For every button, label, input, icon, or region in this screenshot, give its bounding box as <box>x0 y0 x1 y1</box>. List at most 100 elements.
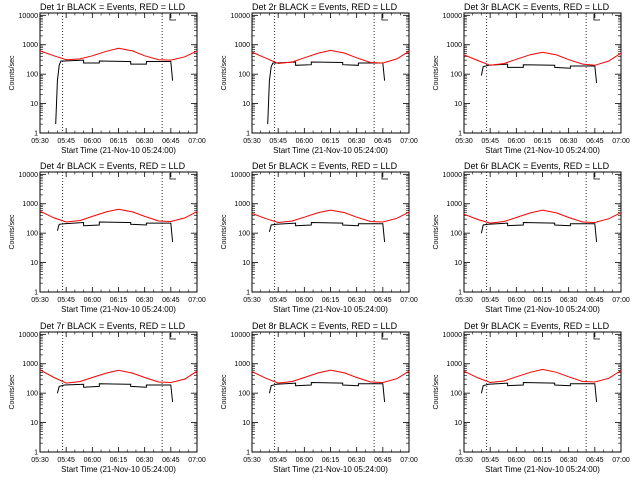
y-tick-label: 1 <box>246 290 250 297</box>
x-tick-label: 05:30 <box>31 138 49 145</box>
panel-title: Det 8r BLACK = Events, RED = LLD <box>252 321 398 331</box>
y-tick-label: 1 <box>34 131 38 138</box>
y-tick-label: 1000 <box>234 361 250 368</box>
x-tick-label: 07:00 <box>188 297 206 304</box>
events-series-line <box>56 221 174 243</box>
y-tick-label: 10000 <box>231 13 251 20</box>
x-tick-label: 06:30 <box>560 297 578 304</box>
x-tick-label: 06:00 <box>296 138 314 145</box>
y-tick-label: 100 <box>238 391 250 398</box>
y-tick-label: 10000 <box>443 13 463 20</box>
lld-series-line <box>463 368 622 384</box>
y-axis-label: Counts/sec <box>221 214 228 250</box>
y-tick-label: 10 <box>242 420 250 427</box>
x-axis-label: Start Time (21-Nov-10 05:24:00) <box>485 146 600 155</box>
y-axis-label: Counts/sec <box>221 55 228 91</box>
y-tick-label: 100 <box>238 231 250 238</box>
y-tick-label: 10000 <box>19 172 39 179</box>
x-tick-label: 06:30 <box>560 138 578 145</box>
y-tick-label: 100 <box>238 72 250 79</box>
x-tick-label: 05:45 <box>481 297 499 304</box>
lld-series-line <box>39 208 198 223</box>
y-tick-label: 1000 <box>234 201 250 208</box>
x-tick-label: 06:45 <box>162 297 180 304</box>
panel-4: Det 4r BLACK = Events, RED = LLD 05:30 05:… <box>9 161 206 314</box>
panel-9: Det 9r BLACK = Events, RED = LLD 05:30 05:… <box>433 321 630 474</box>
x-tick-label: 07:00 <box>400 297 418 304</box>
y-tick-label: 10 <box>30 260 38 267</box>
lld-series-line <box>463 209 622 224</box>
x-tick-label: 05:45 <box>481 457 499 464</box>
y-tick-label: 1000 <box>446 42 462 49</box>
x-tick-label: 05:45 <box>269 457 287 464</box>
x-tick-label: 06:15 <box>534 297 552 304</box>
y-tick-label: 10000 <box>19 332 39 339</box>
y-tick-label: 1000 <box>22 361 38 368</box>
x-tick-label: 06:00 <box>508 457 526 464</box>
x-tick-label: 06:00 <box>296 297 314 304</box>
x-tick-label: 06:30 <box>136 138 154 145</box>
y-tick-label: 10000 <box>19 13 39 20</box>
x-tick-label: 06:15 <box>110 297 128 304</box>
x-tick-label: 05:45 <box>57 457 75 464</box>
y-axis-label: Counts/sec <box>433 55 440 91</box>
panel-5: Det 5r BLACK = Events, RED = LLD 05:30 05:… <box>221 161 418 314</box>
y-tick-label: 10 <box>30 420 38 427</box>
x-tick-label: 06:15 <box>110 457 128 464</box>
plot-frame <box>251 331 410 453</box>
lld-series-line <box>463 51 622 66</box>
x-tick-label: 07:00 <box>612 457 630 464</box>
marker-glyph <box>381 333 388 340</box>
x-tick-label: 07:00 <box>188 457 206 464</box>
plot-frame <box>251 171 410 293</box>
x-tick-label: 06:45 <box>162 457 180 464</box>
x-tick-label: 06:30 <box>560 457 578 464</box>
marker-glyph <box>593 333 600 340</box>
y-tick-label: 1000 <box>22 201 38 208</box>
x-tick-label: 06:00 <box>508 297 526 304</box>
y-tick-label: 1 <box>246 450 250 457</box>
x-tick-label: 06:45 <box>374 457 392 464</box>
y-axis-label: Counts/sec <box>221 374 228 410</box>
panel-title: Det 4r BLACK = Events, RED = LLD <box>40 161 186 171</box>
y-tick-label: 10 <box>454 260 462 267</box>
y-tick-label: 1 <box>458 290 462 297</box>
x-tick-label: 05:30 <box>31 457 49 464</box>
x-tick-label: 05:45 <box>481 138 499 145</box>
y-tick-label: 100 <box>450 72 462 79</box>
x-tick-label: 06:30 <box>348 138 366 145</box>
y-tick-label: 1000 <box>22 42 38 49</box>
x-tick-label: 05:30 <box>31 297 49 304</box>
y-tick-label: 1 <box>34 450 38 457</box>
y-tick-label: 10000 <box>443 172 463 179</box>
y-tick-label: 1 <box>458 131 462 138</box>
y-axis-label: Counts/sec <box>433 374 440 410</box>
marker-glyph <box>593 173 600 180</box>
panel-title: Det 2r BLACK = Events, RED = LLD <box>252 2 398 12</box>
x-axis-label: Start Time (21-Nov-10 05:24:00) <box>485 465 600 474</box>
x-tick-label: 06:15 <box>534 457 552 464</box>
x-tick-label: 05:30 <box>243 457 261 464</box>
plot-frame <box>39 331 198 453</box>
x-tick-label: 06:00 <box>84 457 102 464</box>
y-tick-label: 100 <box>450 391 462 398</box>
x-tick-label: 06:45 <box>162 138 180 145</box>
x-tick-label: 06:15 <box>534 138 552 145</box>
y-tick-label: 10 <box>454 420 462 427</box>
y-axis-label: Counts/sec <box>9 214 16 250</box>
x-tick-label: 07:00 <box>612 138 630 145</box>
panel-3: Det 3r BLACK = Events, RED = LLD 05:30 05:… <box>433 2 630 155</box>
y-tick-label: 10000 <box>231 332 251 339</box>
x-tick-label: 06:30 <box>136 457 154 464</box>
y-tick-label: 100 <box>26 391 38 398</box>
x-tick-label: 06:45 <box>586 297 604 304</box>
marker-glyph <box>381 173 388 180</box>
y-tick-label: 10000 <box>231 172 251 179</box>
panel-1: Det 1r BLACK = Events, RED = LLD 05:30 05:… <box>9 2 206 155</box>
panel-8: Det 8r BLACK = Events, RED = LLD 05:30 05:… <box>221 321 418 474</box>
x-tick-label: 05:45 <box>269 138 287 145</box>
y-axis-label: Counts/sec <box>9 55 16 91</box>
panel-2: Det 2r BLACK = Events, RED = LLD 05:30 05:… <box>221 2 418 155</box>
x-tick-label: 06:00 <box>508 138 526 145</box>
